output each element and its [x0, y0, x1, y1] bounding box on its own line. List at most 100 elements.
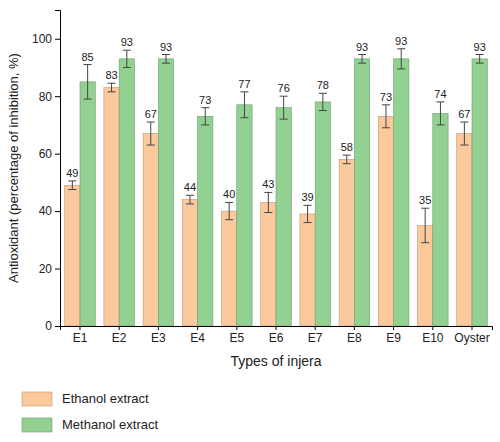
x-tick-label: E1 — [73, 331, 88, 345]
x-tick-mark — [236, 326, 237, 330]
x-tick-label: E2 — [112, 331, 127, 345]
data-label: 78 — [317, 79, 329, 91]
legend-swatch — [22, 392, 52, 406]
data-label: 85 — [82, 51, 94, 63]
bar — [378, 116, 393, 326]
error-bar — [186, 195, 194, 204]
data-label: 83 — [105, 69, 117, 81]
bar — [276, 108, 291, 326]
bar — [182, 200, 197, 326]
bar — [119, 59, 134, 326]
x-tick: E7 — [308, 326, 323, 345]
error-bar — [147, 122, 155, 145]
bar — [143, 134, 158, 326]
plot-area — [65, 49, 488, 326]
error-bar — [319, 93, 327, 110]
y-tick-mark — [55, 96, 60, 97]
data-label: 93 — [474, 41, 486, 53]
y-tick-label: 40 — [39, 204, 53, 218]
error-bar — [240, 92, 248, 118]
y-tick-mark — [55, 39, 60, 40]
legend-label: Methanol extract — [62, 417, 158, 432]
x-tick-label: E4 — [190, 331, 205, 345]
bar — [104, 88, 119, 326]
data-label: 35 — [419, 194, 431, 206]
y-tick: 60 — [39, 147, 60, 161]
bar — [433, 113, 448, 326]
x-tick: E10 — [422, 326, 444, 345]
bar — [261, 202, 276, 326]
bar — [222, 211, 237, 326]
data-label: 76 — [278, 82, 290, 94]
bar — [457, 134, 472, 326]
x-tick-mark — [354, 326, 355, 330]
y-tick: 40 — [39, 204, 60, 218]
x-tick-label: E7 — [308, 331, 323, 345]
y-axis: 0 20 40 60 80 100 — [32, 11, 61, 334]
bar — [315, 102, 330, 326]
error-bar — [476, 55, 484, 64]
chart: 4983674440433958733567859393737776789393… — [0, 0, 500, 442]
error-bar — [68, 181, 76, 190]
data-label: 40 — [223, 188, 235, 200]
data-label: 67 — [145, 108, 157, 120]
data-label: 67 — [458, 108, 470, 120]
data-label: 49 — [66, 167, 78, 179]
x-tick-label: E9 — [386, 331, 401, 345]
data-label: 93 — [395, 35, 407, 47]
x-tick-label: E5 — [229, 331, 244, 345]
error-bar — [201, 108, 209, 125]
error-bar — [123, 50, 131, 67]
data-label: 93 — [160, 41, 172, 53]
bar — [300, 214, 315, 326]
error-bar — [397, 49, 405, 69]
y-tick-label: 100 — [32, 32, 52, 46]
y-tick: 0 — [45, 319, 60, 333]
data-label: 73 — [380, 91, 392, 103]
data-label: 44 — [184, 181, 196, 193]
x-tick: E8 — [347, 326, 362, 345]
x-tick-mark — [315, 326, 316, 330]
error-bar — [358, 55, 366, 64]
bar — [339, 159, 354, 326]
x-tick-label: E10 — [422, 331, 444, 345]
error-bar — [436, 102, 444, 125]
bar — [80, 82, 95, 326]
error-bar — [382, 105, 390, 128]
x-tick: E6 — [269, 326, 284, 345]
y-axis-line — [55, 11, 61, 327]
error-bar — [225, 202, 233, 219]
data-labels: 4983674440433958733567859393737776789393… — [66, 35, 486, 206]
y-axis-title: Antioxidant (percentage of inhibition, %… — [6, 53, 21, 283]
error-bar — [421, 208, 429, 242]
y-tick-label: 80 — [39, 90, 53, 104]
bar — [394, 59, 409, 326]
y-tick-mark — [55, 154, 60, 155]
error-bar — [84, 65, 92, 99]
legend: Ethanol extract Methanol extract — [22, 391, 158, 432]
x-axis: E1 E2 E3 E4 E5 E6 E7 E8 E9 E10 Oyster — [61, 326, 493, 345]
y-tick: 80 — [39, 90, 60, 104]
x-tick: E1 — [73, 326, 88, 345]
x-tick: E9 — [386, 326, 401, 345]
y-tick-label: 20 — [39, 262, 53, 276]
error-bar — [264, 192, 272, 212]
x-tick-mark — [197, 326, 198, 330]
x-tick: E3 — [151, 326, 166, 345]
bar — [65, 185, 80, 326]
x-tick-mark — [432, 326, 433, 330]
x-tick-label: Oyster — [454, 331, 489, 345]
x-axis-title: Types of injera — [230, 353, 321, 369]
x-tick-mark — [119, 326, 120, 330]
y-tick: 20 — [39, 262, 60, 276]
bar — [198, 116, 213, 326]
data-label: 58 — [341, 141, 353, 153]
y-tick-label: 60 — [39, 147, 53, 161]
x-tick-label: E8 — [347, 331, 362, 345]
legend-label: Ethanol extract — [62, 391, 149, 406]
x-tick-mark — [393, 326, 394, 330]
y-tick: 100 — [32, 32, 60, 46]
x-tick: Oyster — [454, 326, 489, 345]
data-label: 93 — [121, 36, 133, 48]
x-tick: E5 — [229, 326, 244, 345]
